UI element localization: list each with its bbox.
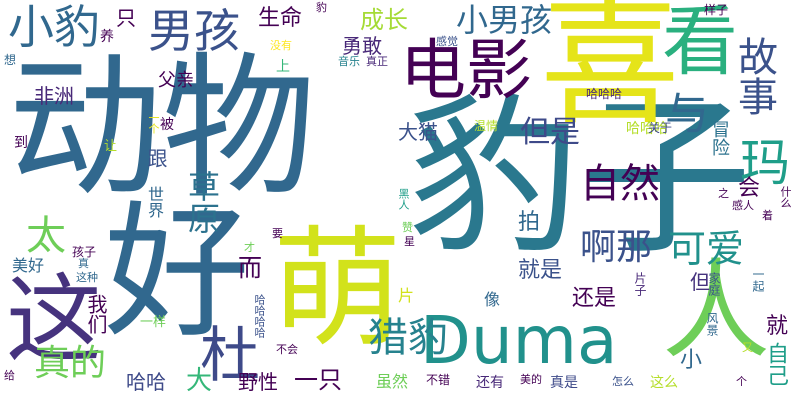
word-du: 杜 (200, 321, 260, 391)
word-feizhou: 非洲 (34, 84, 74, 108)
word-ziji: 自己 (763, 342, 788, 386)
word-cai: 才 (244, 241, 255, 254)
word-ge: 个 (736, 375, 747, 388)
word-hui: 会 (738, 176, 761, 201)
word-liebao: 猎豹 (368, 315, 448, 361)
word-yexing: 野性 (238, 370, 278, 394)
word-fengjing: 风景 (705, 312, 719, 336)
word-haiyou: 还有 (476, 375, 504, 391)
word-ana: 啊那 (580, 227, 653, 268)
word-bao: 豹 (316, 1, 327, 14)
word-dianying: 电影 (400, 32, 532, 109)
word-jiushi: 就是 (518, 258, 563, 283)
word-xiaobao: 小豹 (8, 0, 100, 54)
word-zhende: 真的 (34, 343, 107, 384)
word-ganren: 感人 (732, 199, 754, 212)
word-hahaha-purple: 哈哈哈 (586, 87, 623, 101)
word-jiu: 就 (766, 314, 789, 339)
word-meide: 美的 (520, 373, 542, 386)
word-gei: 给 (4, 369, 15, 382)
word-keai: 可爱 (668, 227, 745, 271)
word-you: 又 (742, 341, 753, 354)
word-nanhai: 男孩 (148, 4, 240, 58)
word-dao: 到 (14, 135, 28, 151)
word-ganjue: 感觉 (436, 35, 458, 48)
word-zhenshi: 真是 (550, 375, 578, 391)
word-ziran: 自然 (580, 161, 660, 207)
word-zhen: 真 (78, 257, 89, 270)
word-shang: 上 (276, 59, 290, 75)
word-zhe2: 着 (762, 209, 773, 222)
word-xiao: 小 (680, 348, 703, 373)
word-shengming: 生命 (258, 6, 303, 31)
word-bucuo: 不错 (426, 373, 451, 387)
word-yige: 一个 (147, 112, 160, 134)
word-haizi: 孩子 (72, 245, 97, 259)
word-meiyou: 没有 (270, 39, 292, 52)
word-xiaonanhai: 小男孩 (456, 1, 553, 39)
word-gen: 跟 (144, 148, 168, 168)
word-dan: 但 (690, 270, 710, 294)
word-zan: 赞 (402, 221, 413, 234)
word-zheme: 这么 (650, 375, 678, 391)
word-damao: 大猫 (398, 120, 438, 144)
word-wenqing: 温情 (474, 119, 499, 133)
word-ma: 玛 (740, 134, 790, 192)
word-er: 而 (238, 254, 262, 282)
word-pianzi: 片子 (633, 272, 647, 296)
word-yizhi: 一只 (294, 366, 342, 394)
word-guanyu: 关于 (648, 121, 673, 135)
word-suiran: 虽然 (376, 372, 409, 391)
word-dongwu: 动物 (8, 39, 317, 218)
word-ren: 人 (662, 249, 771, 374)
word-maoxian: 冒险 (709, 120, 730, 156)
word-yang: 养 (100, 29, 114, 45)
word-yu: 与 (657, 90, 708, 134)
word-hao: 好 (104, 188, 250, 358)
word-haha: 哈哈 (126, 370, 166, 394)
word-xing: 星 (404, 235, 415, 248)
word-da: 大 (186, 366, 213, 396)
word-kan: 看 (662, 0, 738, 86)
word-xi: 喜 (540, 0, 681, 145)
word-zhezhong: 这种 (76, 271, 98, 284)
word-women: 我们 (84, 294, 108, 334)
word-jiating: 家庭 (707, 272, 721, 296)
word-gushi: 故事 (731, 36, 777, 116)
word-zhenzheng: 真正 (366, 55, 388, 68)
word-yangzi: 样子 (704, 3, 729, 17)
word-pian: 片 (398, 286, 415, 305)
word-zenme: 怎么 (612, 375, 634, 388)
word-hahaha-yellow: 哈哈哈 (626, 121, 668, 137)
word-chengzhang: 成长 (360, 6, 408, 34)
word-zhe: 这 (6, 264, 102, 376)
word-heiren: 黑人 (397, 188, 410, 210)
word-tai: 太 (26, 213, 66, 259)
word-caoyuan: 草原 (183, 170, 221, 234)
word-haishi: 还是 (572, 286, 617, 311)
word-yiqi: 一起 (751, 268, 765, 292)
word-danshi: 但是 (520, 115, 580, 150)
word-duma: Duma (420, 302, 618, 379)
word-meng: 萌 (272, 213, 403, 365)
word-xiang: 像 (484, 290, 501, 309)
word-zhi: 只 (116, 6, 136, 30)
word-xiang2: 想 (4, 53, 17, 67)
word-pai: 拍 (518, 210, 541, 235)
word-yonggan: 勇敢 (342, 34, 382, 58)
word-buhui: 不会 (276, 343, 298, 356)
word-rang: 让 (104, 139, 118, 154)
word-fuqin: 父亲 (158, 70, 194, 91)
word-bei: 被 (160, 117, 174, 133)
word-hahahaha: 哈哈哈哈 (253, 294, 266, 338)
word-yao: 要 (272, 227, 283, 240)
word-meihao: 美好 (12, 256, 45, 275)
word-baozi: 豹子 (408, 77, 752, 278)
word-shijie: 世界 (145, 186, 164, 218)
word-zhi2: 之 (718, 187, 729, 200)
word-shenme: 什么 (779, 186, 792, 208)
word-yinyue: 音乐 (338, 55, 360, 68)
word-yiyang: 一样 (140, 315, 167, 330)
